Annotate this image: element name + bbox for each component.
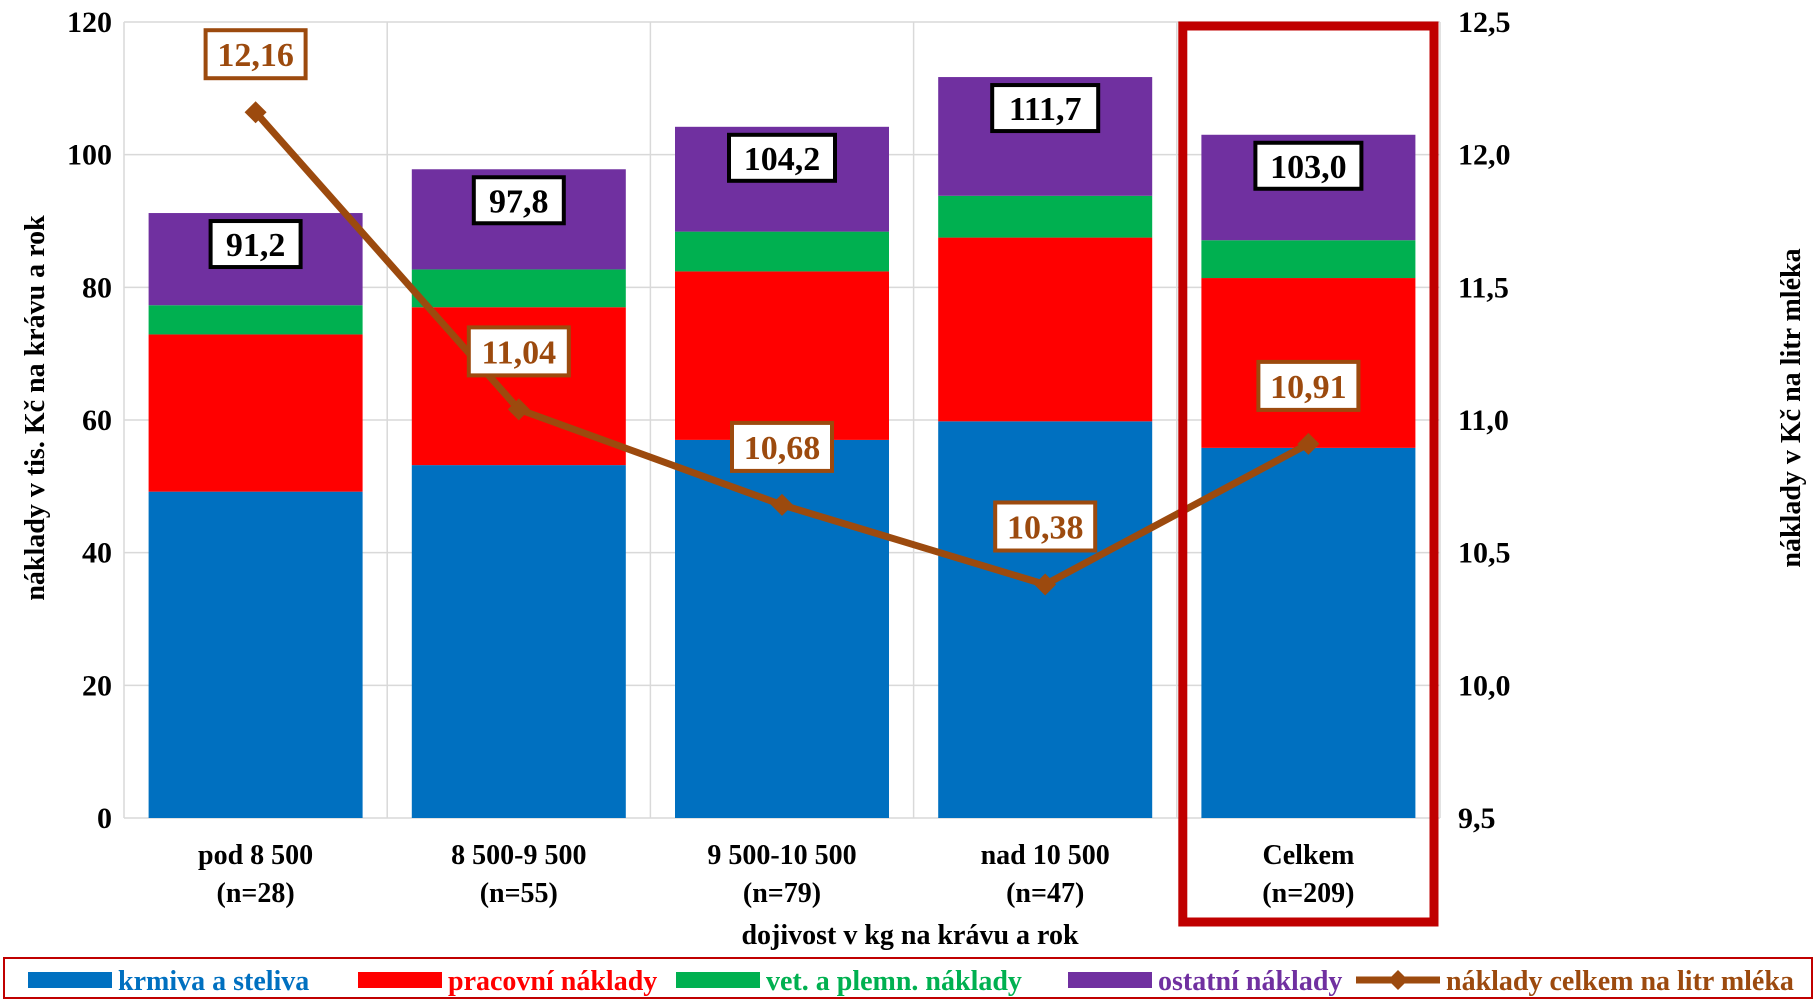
total-label-box xyxy=(990,83,1101,134)
y-tick-label: 60 xyxy=(82,404,112,437)
y2-tick-label: 10,5 xyxy=(1458,537,1511,570)
category-label: 8 500-9 500 xyxy=(451,840,586,871)
category-label: (n=209) xyxy=(1262,878,1354,909)
total-highlight-frame xyxy=(1178,21,1439,927)
y2-axis-title: náklady v Kč na litr mléka xyxy=(1776,248,1807,567)
y2-tick-label: 11,0 xyxy=(1458,404,1509,437)
y2-tick-label: 9,5 xyxy=(1458,802,1496,835)
legend-swatch xyxy=(358,972,442,988)
y-tick-label: 80 xyxy=(82,271,112,304)
bar-segment xyxy=(938,195,1153,238)
total-labels: 91,2 97,8 104,2 111,7 103,0 xyxy=(208,83,1364,270)
y2-tick-label: 11,5 xyxy=(1458,271,1509,304)
bar-segment xyxy=(938,237,1153,422)
bar-segment xyxy=(675,231,889,272)
legend-label: vet. a plemn. náklady xyxy=(766,966,1022,997)
y2-tick-label: 12,0 xyxy=(1458,139,1511,172)
category-label: (n=79) xyxy=(743,878,821,909)
bar-segment xyxy=(148,491,363,818)
bar-segment xyxy=(675,271,889,440)
line-label-box xyxy=(203,28,308,81)
x-axis-title: dojivost v kg na krávu a rok xyxy=(741,920,1079,951)
legend-label: náklady celkem na litr mléka xyxy=(1446,966,1794,997)
y-tick-label: 0 xyxy=(97,802,112,835)
total-label: 103,0 xyxy=(1270,149,1347,186)
bar-segment xyxy=(148,334,363,492)
category-label: (n=28) xyxy=(217,878,295,909)
bar-segment xyxy=(938,421,1153,818)
line-label-box xyxy=(993,500,1098,553)
line-label: 12,16 xyxy=(217,37,294,74)
y2-tick-label: 12,5 xyxy=(1458,6,1511,39)
y-tick-label: 100 xyxy=(67,139,112,172)
legend-swatch xyxy=(676,972,760,988)
total-label-box xyxy=(1253,140,1364,191)
category-label: (n=47) xyxy=(1006,878,1084,909)
total-label: 91,2 xyxy=(226,227,286,264)
line-label-box xyxy=(730,420,834,473)
category-label: 9 500-10 500 xyxy=(707,840,856,871)
legend: krmiva a steliva pracovní náklady vet. a p… xyxy=(3,957,1813,999)
line-label: 11,04 xyxy=(481,334,556,371)
bar-segment xyxy=(148,305,363,335)
line-label-box xyxy=(466,325,571,378)
total-label: 104,2 xyxy=(744,141,821,178)
line-label: 10,91 xyxy=(1270,369,1347,406)
y2-axis-ticks: 9,5 10,0 10,5 11,0 11,5 12,0 12,5 xyxy=(1458,6,1511,835)
legend-frame xyxy=(3,957,1813,999)
y-axis-title: náklady v tis. Kč na krávu a rok xyxy=(20,215,51,601)
line-label: 10,68 xyxy=(744,430,821,467)
line-marker xyxy=(1034,573,1057,596)
bar-segment xyxy=(1201,447,1416,818)
legend-swatch xyxy=(1068,972,1152,988)
category-label: nad 10 500 xyxy=(981,840,1110,871)
y-tick-label: 20 xyxy=(82,669,112,702)
line-marker xyxy=(1297,432,1320,455)
category-label: pod 8 500 xyxy=(198,840,313,871)
per-litre-cost-line xyxy=(244,101,1320,596)
line-label-box xyxy=(1256,359,1361,412)
total-label: 111,7 xyxy=(1009,91,1082,128)
line-labels: 12,16 11,04 10,68 10,38 10,91 xyxy=(203,28,1361,553)
line-marker xyxy=(244,101,267,124)
legend-label: krmiva a steliva xyxy=(118,966,309,997)
y-tick-label: 40 xyxy=(82,537,112,570)
category-label: Celkem xyxy=(1263,840,1355,871)
y-axis-ticks: 0 20 40 60 80 100 120 xyxy=(67,6,112,835)
total-label-box xyxy=(727,132,837,183)
legend-swatch-marker xyxy=(1388,970,1408,990)
category-label: (n=55) xyxy=(480,878,558,909)
y-tick-label: 120 xyxy=(67,6,112,39)
legend-label: ostatní náklady xyxy=(1158,966,1342,997)
category-labels: pod 8 500 (n=28) 8 500-9 500 (n=55) 9 500-10… xyxy=(198,840,1354,909)
y2-tick-label: 10,0 xyxy=(1458,669,1511,702)
total-label: 97,8 xyxy=(489,183,549,220)
stacked-bars xyxy=(148,77,1416,818)
total-label-box xyxy=(471,175,566,226)
line-marker xyxy=(507,398,530,421)
legend-swatch xyxy=(28,972,112,988)
line-marker xyxy=(771,493,793,516)
bar-segment xyxy=(411,465,626,818)
total-label-box xyxy=(208,219,303,270)
bar-segment xyxy=(411,269,626,308)
legend-label: pracovní náklady xyxy=(448,966,657,997)
line-label: 10,38 xyxy=(1007,510,1084,547)
bar-segment xyxy=(1201,240,1416,279)
